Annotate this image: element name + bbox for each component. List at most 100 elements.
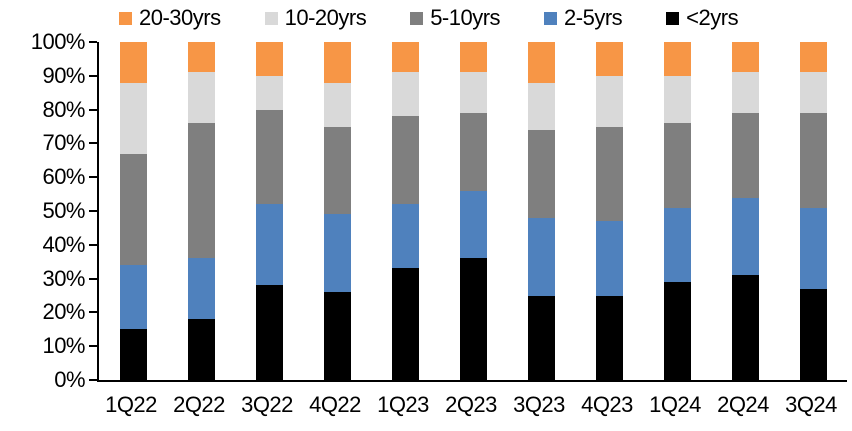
legend-swatch-20-30yrs <box>119 11 132 25</box>
bar-2q24 <box>731 42 759 380</box>
y-axis-label: 30% <box>42 265 85 291</box>
legend-label: 5-10yrs <box>430 5 501 30</box>
bar-4q22 <box>323 42 351 380</box>
category-slot-1q22 <box>99 42 167 380</box>
legend-item-10-20yrs: 10-20yrs <box>264 5 367 31</box>
segment-5-10yrs-3q23 <box>527 129 555 218</box>
segment-5-10yrs-1q23 <box>391 116 419 205</box>
y-axis-label: 50% <box>42 198 85 223</box>
segment-5-10yrs-4q23 <box>595 126 623 222</box>
y-axis-label: 90% <box>42 62 85 88</box>
legend-swatch-2-5yrs <box>544 11 558 25</box>
segment-2-5yrs-2q24 <box>731 197 759 276</box>
y-axis-tick <box>89 210 97 212</box>
y-axis-tick <box>89 41 97 43</box>
segment-5-10yrs-4q22 <box>323 126 351 215</box>
x-axis-label-3q22: 3Q22 <box>241 392 293 417</box>
x-axis-label-3q23: 3Q23 <box>513 392 565 417</box>
segment-20-30yrs-1q24 <box>663 42 691 76</box>
segment-2-5yrs-1q22 <box>119 265 147 330</box>
segment-2yrs-4q22 <box>323 292 351 380</box>
category-slot-2q22 <box>167 42 235 380</box>
x-axis-label-1q24: 1Q24 <box>649 392 701 417</box>
legend-label: <2yrs <box>686 5 739 30</box>
category-slot-4q22 <box>303 42 371 380</box>
bar-1q24 <box>663 42 691 380</box>
x-axis-label-1q23: 1Q23 <box>377 392 429 417</box>
segment-10-20yrs-1q22 <box>119 82 147 154</box>
segment-20-30yrs-3q24 <box>799 42 827 73</box>
y-axis-tick <box>89 74 97 77</box>
segment-5-10yrs-3q24 <box>799 113 827 208</box>
segment-10-20yrs-3q23 <box>527 82 555 130</box>
y-axis-label: 80% <box>42 96 85 122</box>
x-axis-labels: 1Q22 2Q22 3Q22 4Q22 1Q23 2Q23 3Q23 4Q23 1Q24 2Q24… <box>97 392 845 418</box>
segment-2yrs-2q23 <box>459 258 487 380</box>
y-axis-label: 60% <box>42 164 85 190</box>
plot-area <box>97 42 847 382</box>
segment-10-20yrs-1q23 <box>391 72 419 117</box>
x-axis-label-1q22: 1Q22 <box>105 392 157 417</box>
category-slot-3q23 <box>507 42 575 380</box>
segment-10-20yrs-2q23 <box>459 72 487 113</box>
y-axis-label: 70% <box>42 130 85 156</box>
y-axis-tick <box>89 379 97 381</box>
segment-10-20yrs-1q24 <box>663 75 691 124</box>
segment-5-10yrs-3q22 <box>255 109 283 205</box>
y-axis-tick <box>89 311 97 314</box>
segment-20-30yrs-1q23 <box>391 42 419 73</box>
segment-2yrs-1q24 <box>663 281 691 380</box>
bar-2q23 <box>459 42 487 380</box>
category-slot-3q24 <box>779 42 847 380</box>
segment-2yrs-3q23 <box>527 295 555 380</box>
segment-5-10yrs-2q23 <box>459 113 487 191</box>
segment-20-30yrs-1q22 <box>119 42 147 83</box>
segment-2yrs-3q24 <box>799 288 827 380</box>
y-axis-label: 40% <box>42 231 85 257</box>
segment-20-30yrs-4q23 <box>595 42 623 76</box>
segment-2-5yrs-1q23 <box>391 204 419 269</box>
legend-label: 20-30yrs <box>139 5 221 30</box>
segment-10-20yrs-2q24 <box>731 72 759 113</box>
x-axis-label-3q24: 3Q24 <box>785 392 837 417</box>
y-axis-tick <box>89 176 97 179</box>
legend-item-20-30yrs: 20-30yrs <box>119 5 221 31</box>
segment-2-5yrs-1q24 <box>663 207 691 282</box>
segment-20-30yrs-4q22 <box>323 42 351 83</box>
segment-2-5yrs-2q22 <box>187 258 215 320</box>
y-axis-label: 10% <box>42 333 85 359</box>
bar-2q22 <box>187 42 215 380</box>
legend-swatch-2yrs <box>666 11 680 25</box>
y-axis-label: 20% <box>42 299 85 325</box>
legend-item-2-5yrs: 2-5yrs <box>544 5 623 31</box>
x-axis-label-2q24: 2Q24 <box>717 392 769 417</box>
legend-item-5-10yrs: 5-10yrs <box>410 5 501 31</box>
y-axis-tick <box>89 277 97 280</box>
segment-5-10yrs-1q24 <box>663 123 691 208</box>
category-slot-2q23 <box>439 42 507 380</box>
segment-5-10yrs-2q22 <box>187 123 215 259</box>
category-slot-1q24 <box>643 42 711 380</box>
legend-label: 2-5yrs <box>564 5 623 30</box>
segment-2yrs-1q23 <box>391 268 419 380</box>
segment-2-5yrs-3q24 <box>799 207 827 289</box>
segment-2-5yrs-4q23 <box>595 221 623 296</box>
legend-item-2yrs: <2yrs <box>666 5 739 31</box>
segment-2yrs-1q22 <box>119 329 147 380</box>
segment-10-20yrs-3q22 <box>255 75 283 110</box>
segment-2-5yrs-3q22 <box>255 204 283 286</box>
segment-10-20yrs-4q23 <box>595 75 623 127</box>
bar-1q22 <box>119 42 147 380</box>
segment-2yrs-4q23 <box>595 295 623 380</box>
segment-2-5yrs-3q23 <box>527 217 555 296</box>
category-slot-4q23 <box>575 42 643 380</box>
segment-2yrs-3q22 <box>255 285 283 380</box>
y-axis-tick <box>89 243 97 246</box>
x-axis-label-2q23: 2Q23 <box>445 392 497 417</box>
segment-2-5yrs-2q23 <box>459 190 487 259</box>
category-slot-1q23 <box>371 42 439 380</box>
legend-swatch-5-10yrs <box>410 11 424 25</box>
y-axis-label: 0% <box>54 367 85 392</box>
legend-label: 10-20yrs <box>284 5 367 30</box>
